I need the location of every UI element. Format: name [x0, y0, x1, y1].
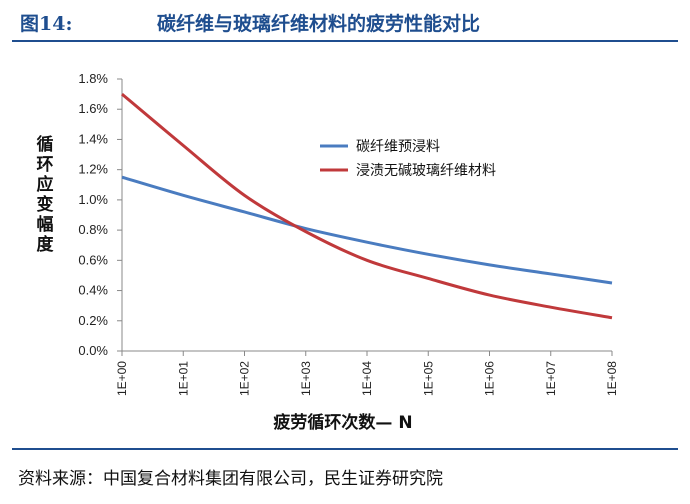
y-tick-label: 0.2%	[78, 313, 108, 328]
footer-rule	[12, 448, 678, 450]
x-tick-label: 1E+03	[299, 361, 313, 396]
series-line-2	[121, 92, 613, 320]
x-tick-label: 1E+04	[360, 361, 374, 396]
legend-label-2: 浸渍无碱玻璃纤维材料	[356, 162, 496, 179]
x-tick-label: 1E+00	[115, 361, 129, 396]
y-tick-label: 0.4%	[78, 283, 108, 298]
fatigue-line-chart: 0.0% 0.2% 0.4% 0.6% 0.8% 1.0% 1.2% 1.4% 1.6% 1.8%…	[37, 71, 620, 433]
y-axis: 0.0% 0.2% 0.4% 0.6% 0.8% 1.0% 1.2% 1.4% 1.6% 1.8%	[78, 71, 123, 358]
series-line-1	[121, 175, 613, 285]
figure-header: 图14: 碳纤维与玻璃纤维材料的疲劳性能对比	[12, 4, 678, 40]
y-tick-label: 0.8%	[78, 222, 108, 237]
y-tick-label: 0.0%	[78, 343, 108, 358]
source-note: 资料来源：中国复合材料集团有限公司，民生证券研究院	[18, 469, 443, 489]
figure-number: 图14:	[20, 13, 73, 35]
y-tick-label: 1.4%	[78, 131, 108, 146]
x-axis-title: 疲劳循环次数— N	[273, 412, 412, 433]
series-lines	[121, 92, 613, 320]
y-tick-label: 1.2%	[78, 162, 108, 177]
figure-title: 碳纤维与玻璃纤维材料的疲劳性能对比	[157, 13, 481, 35]
y-axis-title: 循环应变幅度	[37, 134, 55, 255]
y-tick-label: 1.8%	[78, 71, 108, 86]
y-tick-label: 1.0%	[78, 192, 108, 207]
x-axis: 1E+00 1E+01 1E+02 1E+03 1E+04 1E+05 1E+06 1E+07…	[115, 350, 619, 396]
x-tick-label: 1E+08	[605, 361, 619, 396]
x-tick-label: 1E+05	[421, 361, 435, 396]
header-rule	[12, 40, 678, 42]
y-tick-label: 1.6%	[78, 101, 108, 116]
y-tick-label: 0.6%	[78, 252, 108, 267]
x-tick-label: 1E+02	[238, 361, 252, 396]
x-tick-label: 1E+01	[176, 361, 190, 396]
legend-label-1: 碳纤维预浸料	[356, 139, 440, 155]
x-tick-label: 1E+06	[483, 361, 497, 396]
x-tick-label: 1E+07	[544, 361, 558, 396]
